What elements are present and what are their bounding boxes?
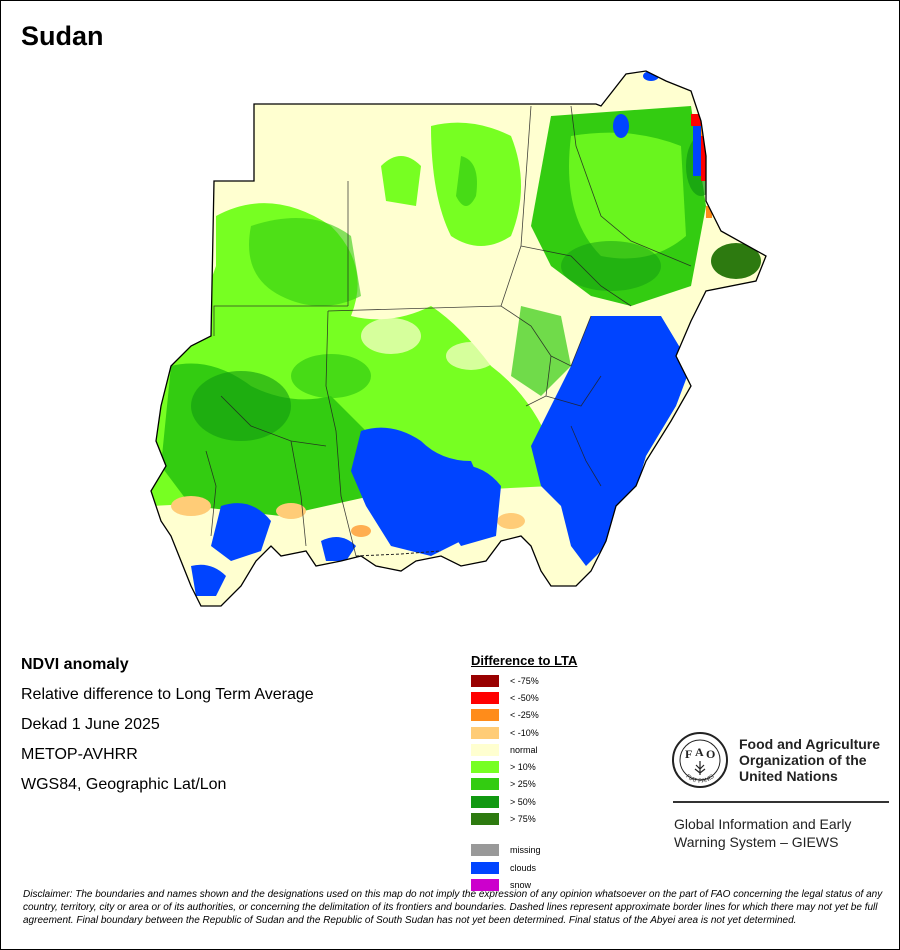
product-info: NDVI anomaly Relative difference to Long… (21, 656, 314, 806)
product-name: NDVI anomaly (21, 656, 129, 673)
legend-label: clouds (510, 862, 537, 873)
legend-row: > 75% (471, 810, 577, 827)
product-sensor: METOP-AVHRR (21, 746, 138, 763)
legend-label: normal (510, 744, 538, 755)
legend-swatch (471, 691, 499, 704)
legend-row: < -25% (471, 707, 577, 724)
map-title: Sudan (21, 21, 104, 51)
legend-row: < -75% (471, 672, 577, 689)
svg-text:FIAT PANIS: FIAT PANIS (684, 774, 715, 785)
legend-swatch (471, 674, 499, 687)
legend-row: > 10% (471, 758, 577, 775)
legend-swatch (471, 743, 499, 756)
product-description: Relative difference to Long Term Average (21, 686, 314, 703)
legend-label: > 10% (510, 762, 536, 773)
legend-label: missing (510, 845, 541, 856)
legend-title: Difference to LTA (471, 653, 578, 668)
legend-swatch (471, 878, 499, 891)
legend-swatch (471, 726, 499, 739)
fao-logo-icon: F A O FIAT PANIS (672, 732, 728, 788)
legend-row: > 50% (471, 793, 577, 810)
legend-row: < -10% (471, 724, 577, 741)
legend-label: < -10% (510, 727, 539, 738)
fao-name: Food and Agriculture Organization of the… (739, 736, 881, 784)
legend-label: < -25% (510, 710, 539, 721)
legend-row: clouds (471, 859, 577, 876)
legend-label: < -50% (510, 692, 539, 703)
legend-row: > 25% (471, 776, 577, 793)
legend-label: > 75% (510, 814, 536, 825)
svg-text:F: F (685, 747, 692, 761)
legend-row: < -50% (471, 689, 577, 706)
legend-swatch (471, 709, 499, 722)
legend-swatch (471, 778, 499, 791)
legend-label: < -75% (510, 675, 539, 686)
svg-text:O: O (706, 747, 715, 761)
giews-name: Global Information and Early Warning Sys… (674, 816, 852, 850)
fao-divider (673, 801, 889, 803)
legend-row: snow (471, 876, 577, 893)
legend-swatch (471, 844, 499, 857)
legend: Difference to LTA < -75% < -50% < -25% < -1… (471, 653, 577, 894)
legend-swatch (471, 795, 499, 808)
legend-extra: missing clouds snow (471, 842, 577, 894)
legend-row: normal (471, 741, 577, 758)
product-period: Dekad 1 June 2025 (21, 716, 160, 733)
legend-label: snow (510, 879, 532, 890)
ndvi-map (150, 70, 767, 607)
product-projection: WGS84, Geographic Lat/Lon (21, 776, 227, 793)
svg-text:A: A (695, 745, 704, 759)
legend-items: < -75% < -50% < -25% < -10% normal > 10% > 25%… (471, 672, 577, 828)
legend-label: > 50% (510, 796, 536, 807)
disclaimer: Disclaimer: The boundaries and names sho… (23, 889, 883, 926)
legend-swatch (471, 813, 499, 826)
legend-label: > 25% (510, 779, 536, 790)
legend-swatch (471, 861, 499, 874)
legend-swatch (471, 761, 499, 774)
legend-row: missing (471, 842, 577, 859)
